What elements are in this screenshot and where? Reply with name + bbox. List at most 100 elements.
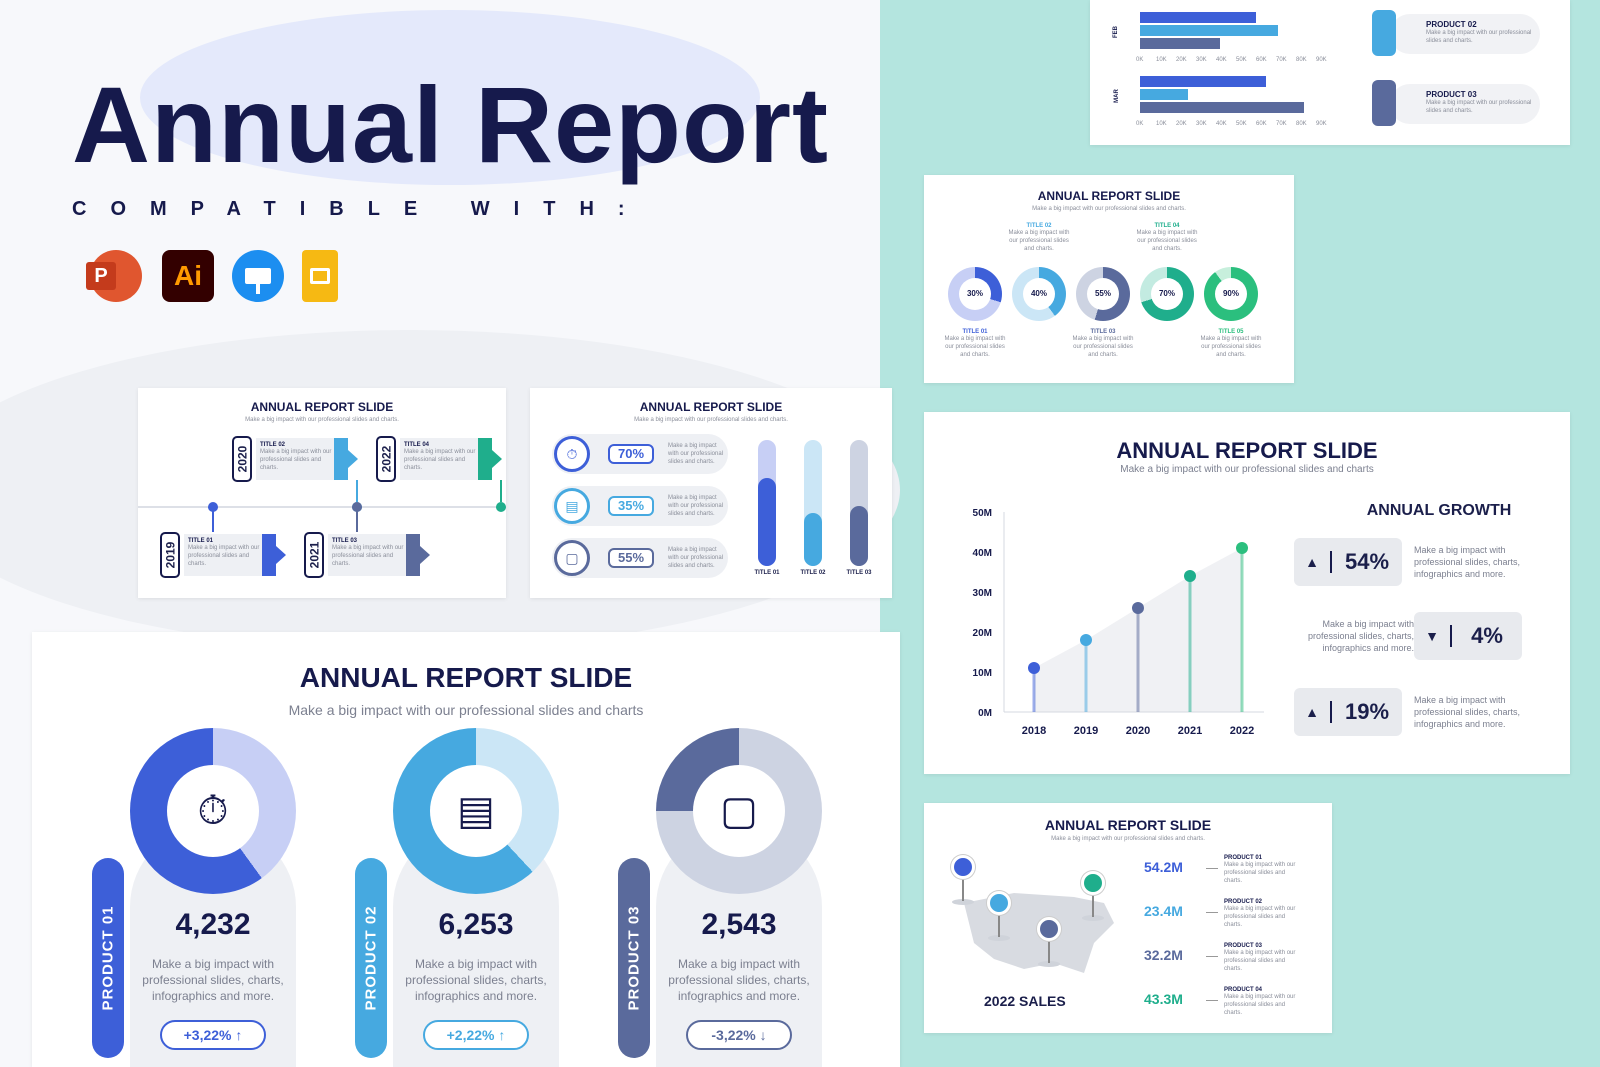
product-description: Make a big impact with professional slid… bbox=[142, 957, 284, 1003]
growth-text: Make a big impact with professional slid… bbox=[1414, 545, 1521, 579]
hbar-bar bbox=[1140, 12, 1256, 23]
growth-value: 54% bbox=[1344, 549, 1390, 574]
pin-stem bbox=[962, 879, 964, 901]
product-donut: ▢ bbox=[656, 728, 822, 894]
axis-tick: 80K bbox=[1296, 57, 1307, 63]
slide-title: ANNUAL REPORT SLIDE bbox=[639, 400, 783, 414]
progress-value: 70% bbox=[608, 444, 654, 464]
divider bbox=[1206, 1000, 1218, 1001]
data-point bbox=[1080, 634, 1092, 646]
growth-value: 19% bbox=[1344, 699, 1390, 724]
pin-stem bbox=[1092, 895, 1094, 917]
divider bbox=[1206, 912, 1218, 913]
timeline-year: 2020 bbox=[232, 436, 252, 482]
usa-map bbox=[964, 893, 1114, 973]
progress-row: ⏱ 70% Make a big impact with our professio… bbox=[552, 434, 728, 474]
donut-text: Make a big impact with our professional … bbox=[1008, 230, 1070, 252]
progress-bar-label: TITLE 03 bbox=[846, 570, 872, 576]
product-text: Make a big impact with our professional … bbox=[1224, 906, 1296, 928]
product-label: PRODUCT 03 bbox=[625, 905, 643, 1011]
phone-icon bbox=[1372, 10, 1396, 56]
donut-title: TITLE 01 bbox=[962, 329, 988, 335]
progress-bar-fill bbox=[758, 478, 776, 566]
bar-chart-slide[interactable]: FEB 0K 10K 20K 30K 40K 50K 60K 70K 80K 90K MAR 0K 10K… bbox=[1090, 0, 1570, 145]
donut-text: Make a big impact with our professional … bbox=[1136, 230, 1198, 252]
product-label: PRODUCT 02 bbox=[362, 905, 380, 1011]
product-donut: ▤ bbox=[393, 728, 559, 894]
timeline-axis bbox=[138, 506, 506, 508]
donut-text: Make a big impact with our professional … bbox=[1072, 336, 1134, 358]
timeline-text: Make a big impact with our professional … bbox=[260, 449, 332, 471]
progress-bar-label: TITLE 02 bbox=[800, 570, 826, 576]
progress-text: Make a big impact with our professional … bbox=[668, 495, 724, 517]
timeline-box: TITLE 04 Make a big impact with our profe… bbox=[400, 438, 486, 480]
arrow-up-icon: ↑ bbox=[494, 1027, 506, 1043]
product-label-pill: PRODUCT 01 bbox=[92, 858, 124, 1058]
data-point bbox=[1236, 542, 1248, 554]
illustrator-icon: Ai bbox=[162, 250, 214, 302]
briefcase-icon: ▢ bbox=[554, 540, 590, 576]
triangle-up-icon: ▲ bbox=[1294, 701, 1332, 723]
divider bbox=[1206, 956, 1218, 957]
axis-tick: 40K bbox=[1216, 57, 1227, 63]
timeline-year: 2021 bbox=[304, 532, 324, 578]
product-value: 2,543 bbox=[701, 908, 777, 941]
product-text: Make a big impact with our professional … bbox=[1224, 994, 1296, 1016]
map-slide[interactable]: ANNUAL REPORT SLIDE Make a big impact wi… bbox=[924, 803, 1332, 1033]
powerpoint-icon: P bbox=[86, 250, 142, 302]
briefcase-icon: ▢ bbox=[693, 765, 785, 857]
hbar-bar bbox=[1140, 89, 1188, 100]
stopwatch-icon: ⏱ bbox=[554, 436, 590, 472]
hbar-bar bbox=[1140, 25, 1278, 36]
product-info: PRODUCT 03 Make a big impact with our pro… bbox=[1390, 84, 1540, 124]
triangle-up-icon: ▲ bbox=[1294, 551, 1332, 573]
product-label: PRODUCT 01 bbox=[99, 905, 117, 1011]
product-donut-slide[interactable]: ANNUAL REPORT SLIDE Make a big impact wi… bbox=[32, 632, 900, 1067]
timeline-flag bbox=[262, 534, 286, 576]
percentage-donut: 40% bbox=[1012, 267, 1066, 321]
donut-caption: TITLE 05 Make a big impact with our profe… bbox=[1199, 329, 1263, 359]
year-label: 2022 bbox=[379, 445, 394, 473]
axis-tick: 20K bbox=[1176, 57, 1187, 63]
axis-tick: 70K bbox=[1276, 121, 1287, 127]
slide-subtitle: Make a big impact with our professional … bbox=[245, 417, 399, 423]
growth-chart-slide[interactable]: ANNUAL REPORT SLIDE Make a big impact wi… bbox=[924, 412, 1570, 774]
progress-text: Make a big impact with our professional … bbox=[668, 443, 724, 465]
page-title: Annual Report bbox=[72, 64, 829, 185]
compatible-with-label: COMPATIBLE WITH: bbox=[72, 198, 649, 220]
y-tick-label: 0M bbox=[978, 708, 992, 719]
timeline-title: TITLE 02 bbox=[260, 442, 286, 448]
axis-tick: 60K bbox=[1256, 57, 1267, 63]
timeline-year: 2022 bbox=[376, 436, 396, 482]
group-label: MAR bbox=[1113, 89, 1120, 103]
progress-text: Make a big impact with our professional … bbox=[668, 547, 724, 569]
progress-row: ▤ 35% Make a big impact with our professio… bbox=[552, 486, 728, 526]
donut-title: TITLE 03 bbox=[1090, 329, 1116, 335]
axis-tick: 40K bbox=[1216, 121, 1227, 127]
arrow-up-icon: ↑ bbox=[231, 1027, 243, 1043]
year-label: 2019 bbox=[163, 541, 178, 569]
product-value: 6,253 bbox=[438, 908, 514, 941]
timeline-dot bbox=[352, 502, 362, 512]
progress-slide[interactable]: ANNUAL REPORT SLIDE Make a big impact wi… bbox=[530, 388, 892, 598]
product-label-pill: PRODUCT 03 bbox=[618, 858, 650, 1058]
map-pin-icon bbox=[987, 891, 1011, 915]
percentage-slide[interactable]: ANNUAL REPORT SLIDE Make a big impact wi… bbox=[924, 175, 1294, 383]
timeline-year: 2019 bbox=[160, 532, 180, 578]
axis-tick: 30K bbox=[1196, 121, 1207, 127]
product-card: PRODUCT 01 ⏱ 4,232 Make a big impact with p… bbox=[92, 728, 322, 1067]
hbar-bar bbox=[1140, 102, 1304, 113]
timeline-slide[interactable]: ANNUAL REPORT SLIDE Make a big impact wi… bbox=[138, 388, 506, 598]
y-tick-label: 30M bbox=[973, 588, 992, 599]
donut-text: Make a big impact with our professional … bbox=[1200, 336, 1262, 358]
growth-badge: ▼ 4% bbox=[1414, 612, 1522, 660]
map-pin-icon bbox=[1081, 871, 1105, 895]
percentage-value: 70% bbox=[1151, 278, 1183, 310]
pin-shadow bbox=[952, 899, 974, 905]
slide-subtitle: Make a big impact with our professional … bbox=[634, 417, 788, 423]
timeline-flag bbox=[334, 438, 358, 480]
product-title: PRODUCT 03 bbox=[1224, 943, 1263, 949]
axis-tick: 50K bbox=[1236, 57, 1247, 63]
sales-value: 32.2M bbox=[1144, 947, 1183, 963]
product-title: PRODUCT 01 bbox=[1224, 855, 1263, 861]
